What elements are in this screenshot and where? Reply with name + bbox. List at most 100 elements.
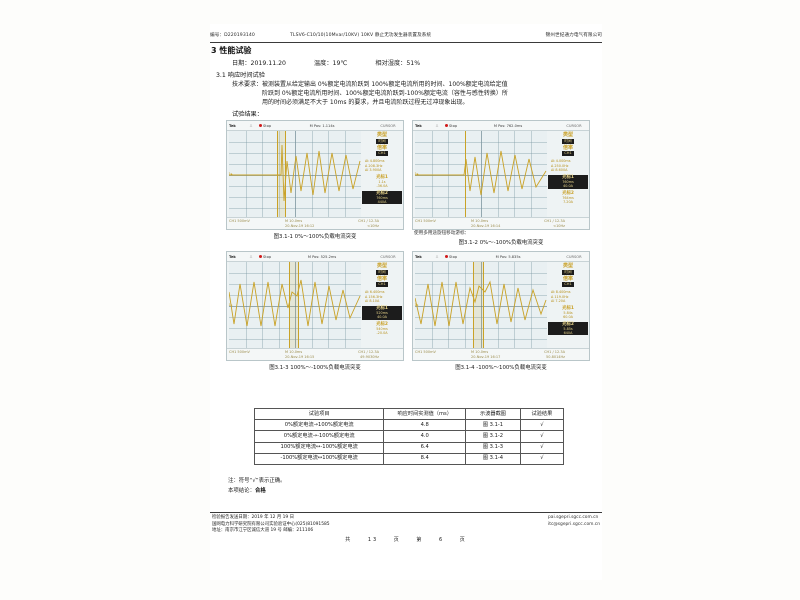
menu-title: CURSOR [566, 254, 582, 259]
timebase: M 10.0ms [285, 219, 303, 223]
cursor-ratio-label: 倍率 [376, 275, 387, 282]
cursor1-time: 520ms [362, 310, 402, 316]
report-sheet: 编号：D220193140 TLSV6-C10/10(10Mvar/10KV) … [210, 24, 602, 580]
horizontal-position: M Pos: 525.2ms [307, 254, 337, 259]
cell-result: √ [519, 419, 565, 432]
oscilloscope-screenshot-1: Tek ⎍ Stop M Pos: 1.114s CURSOR [226, 120, 404, 230]
menu-title: CURSOR [380, 123, 396, 128]
cell-result: √ [519, 452, 565, 465]
subsection-title: 3.1 响应时间试验 [216, 72, 265, 79]
footer-email-2: itc@sgepri.sgcc.com.cn [548, 521, 600, 527]
cursor1-time: 5.84s [563, 310, 573, 315]
cursor-ratio-value: CH1 [376, 282, 388, 287]
waveform-grid: 1▸ [229, 262, 361, 350]
document-number: 编号：D220193140 [210, 33, 255, 38]
trigger-frequency: <10Hz [367, 223, 379, 228]
ch1-scale: CH1 500mV [229, 350, 250, 354]
cursor1-value: 40.0A [548, 184, 588, 189]
cursor-delta-t: Δt 6.400ms [365, 290, 385, 294]
cursor-ratio-value: CH1 [376, 151, 388, 156]
waveform-grid: 1▸ [229, 131, 361, 219]
cursor-type-value: 时间 [376, 269, 388, 275]
conclusion-line: 本项结论：合格 [228, 486, 266, 494]
ch1-scale: CH1 500mV [229, 219, 250, 223]
cursor-delta-freq: Δ 119.0Hz [551, 294, 569, 299]
tek-logo: Tek [229, 123, 236, 128]
ch1-scale: CH1 500mV [415, 350, 436, 354]
cursor-delta-amp: ΔI 8.10A [365, 299, 380, 304]
trigger-icon: ⎍ [249, 123, 253, 128]
cell-scope-figure: 图 3.1-1 [465, 419, 521, 432]
figure-cell-4: Tek ⎍ Stop M Pos: 5.835s CURSOR [412, 251, 590, 371]
cursor2-time: 540ms [376, 326, 388, 331]
results-table: 试验项目 响应时间实测值（ms） 示波器截图 试验结果 0%额定电流→100%额… [253, 407, 565, 465]
trigger-source: CH1 / 12.3A [358, 219, 379, 223]
conclusion-label: 本项结论： [228, 488, 255, 494]
cursor2-label: 光标2 [362, 190, 402, 196]
cursor-type-value: 时间 [562, 138, 574, 144]
capture-datetime: 20-Nov-19 16:15 [285, 354, 315, 359]
cursor-type-label: 类型 [562, 263, 573, 269]
results-table-wrapper: 试验项目 响应时间实测值（ms） 示波器截图 试验结果 0%额定电流→100%额… [253, 407, 565, 465]
timebase: M 10.0ms [285, 350, 303, 354]
table-row: 0%额定电流→100%额定电流 4.8 图 3.1-1 √ [253, 419, 565, 432]
cursor2-time: 5.85s [548, 326, 588, 331]
cell-result: √ [519, 430, 565, 443]
trigger-icon: ⎍ [249, 254, 253, 259]
tek-logo: Tek [415, 254, 422, 259]
cursor-menu-panel-2: 类型 时间 倍率 CH1 Δt 4.000ms Δ 250.0Hz ΔI 8.6… [548, 131, 588, 219]
timebase: M 10.0ms [471, 350, 489, 354]
scope-bottom-bar: CH1 500mV M 10.0ms 20-Nov-19 16:14 CH1 /… [413, 217, 589, 229]
menu-title: CURSOR [566, 123, 582, 128]
cursor-type-label: 类型 [376, 132, 387, 138]
technical-requirement: 技术要求：被测装置从给定输出 0%额定电流阶跃到 100%额定电流所用的时间、1… [232, 80, 582, 108]
channel-1-marker: 1▸ [228, 303, 233, 307]
horizontal-position: M Pos: 1.114s [309, 123, 335, 128]
scope-top-bar: Tek ⎍ Stop M Pos: 1.114s CURSOR [227, 121, 403, 131]
cursor2-value: 7.20A [563, 200, 573, 204]
waveform-trace-1 [229, 144, 361, 202]
table-row: 0%额定电流→-100%额定电流 4.0 图 3.1-2 √ [253, 430, 565, 443]
cursor1-value: -36.0A [376, 184, 388, 189]
figure-caption-4: 图3.1-4 -100%～100%负载电流突变 [455, 365, 547, 371]
figure-cell-1: Tek ⎍ Stop M Pos: 1.114s CURSOR [226, 120, 404, 246]
cursor-type-label: 类型 [376, 263, 387, 269]
col-scope-figure: 示波器截图 [465, 407, 521, 421]
cursor-delta-amp: ΔI 7.20A [551, 299, 566, 304]
cursor2-value: 440A [362, 200, 402, 205]
cursor-ratio-label: 倍率 [376, 144, 387, 151]
current-page-suffix: 页 [459, 537, 467, 543]
figure-undernote-2: 使用多用途旋钮移动游标： [414, 231, 470, 236]
test-conditions: 日期：2019.11.20 温度：19℃ 相对湿度：51% [232, 58, 562, 67]
menu-title: CURSOR [380, 254, 396, 259]
cursor1-time: 760ms [548, 179, 588, 185]
figure-caption-3: 图3.1-3 100%～-100%负载电流突变 [269, 365, 361, 371]
cursor-delta-freq: Δ 250.0Hz [551, 163, 569, 168]
cursor2-value: -20.0A [376, 331, 388, 335]
cell-test-item: 100%额定电流↔-100%额定电流 [253, 441, 385, 454]
figure-caption-2: 图3.1-2 0%～-100%负载电流突变 [458, 240, 544, 246]
trigger-frequency: 49.9030Hz [360, 354, 379, 359]
cursor-delta-amp: ΔI 8.600A [551, 168, 568, 173]
waveform-grid: 1▸ [415, 131, 547, 219]
cursor2-label: 光标2 [376, 321, 388, 327]
cursor-menu-panel-3: 类型 时间 倍率 CH1 Δt 6.400ms Δ 156.3Hz ΔI 8.1… [362, 262, 402, 350]
scope-bottom-bar: CH1 500mV M 10.0ms 20-Nov-19 16:17 CH1 /… [413, 348, 589, 360]
table-row: -100%额定电流↔100%额定电流 8.4 图 3.1-4 √ [253, 452, 565, 465]
run-stop-status: Stop [257, 255, 271, 259]
cursor-delta-t: Δt 8.400ms [551, 290, 571, 294]
cursor-type-label: 类型 [562, 132, 573, 138]
stop-indicator-icon [445, 124, 448, 127]
trigger-icon: ⎍ [435, 254, 439, 259]
table-header-row: 试验项目 响应时间实测值（ms） 示波器截图 试验结果 [253, 407, 565, 421]
cursor-delta-t: Δt 4.000ms [551, 159, 571, 163]
cursor2-value: 640A [548, 331, 588, 336]
footer-email-block: pai.sgepri.sgcc.com.cn itc@sgepri.sgcc.c… [548, 515, 600, 528]
capture-datetime: 20-Nov-19 16:14 [471, 223, 501, 228]
stop-indicator-icon [259, 124, 262, 127]
cell-scope-figure: 图 3.1-2 [465, 430, 521, 443]
scope-top-bar: Tek ⎍ Stop M Pos: 525.2ms CURSOR [227, 252, 403, 262]
trigger-frequency: 50.8014Hz [546, 354, 565, 359]
company-name: 锦州世纪通力电气有限公司 [545, 33, 602, 38]
total-pages-suffix: 页 [393, 537, 401, 543]
